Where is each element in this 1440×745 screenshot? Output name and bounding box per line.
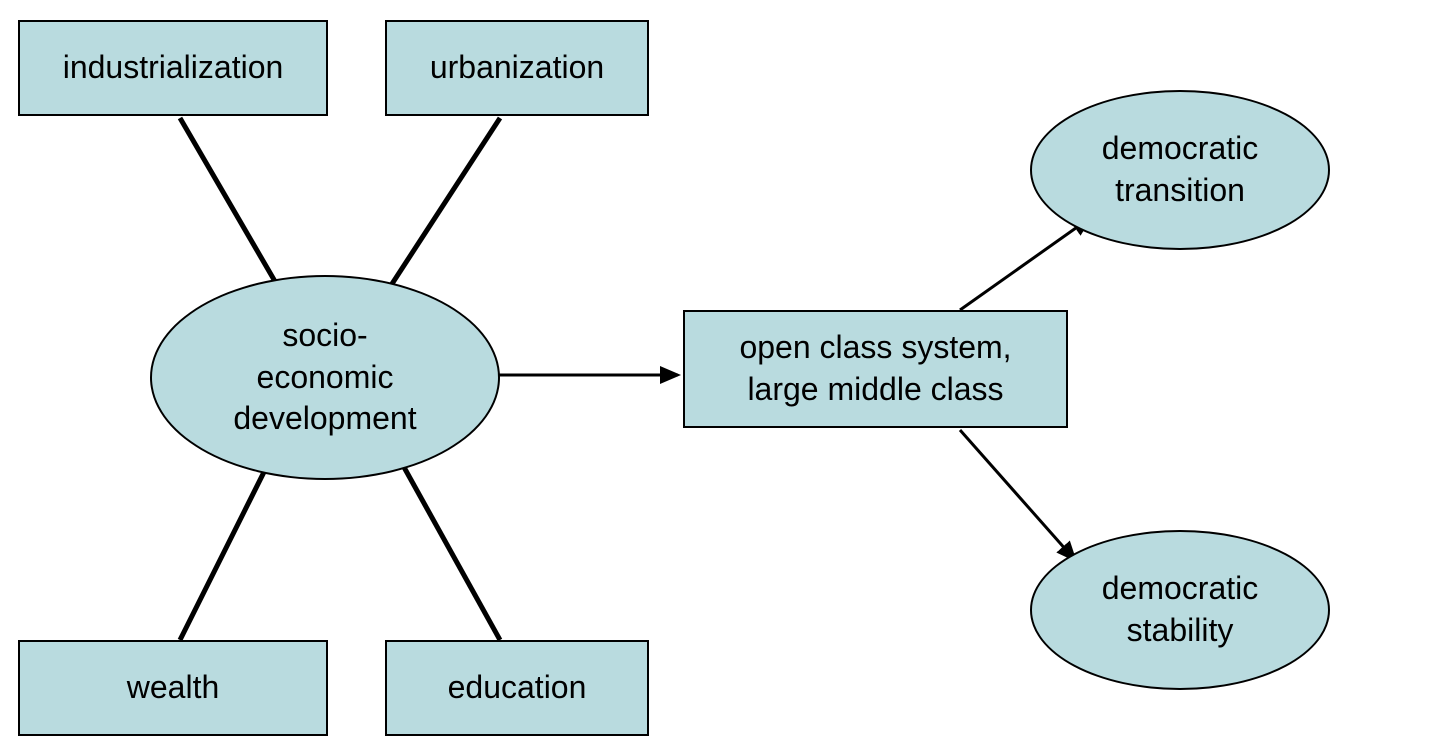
node-dem_transition: democratictransition [1030,90,1330,250]
edge-open_class-dem_stability [960,430,1075,560]
node-label-open_class: open class system,large middle class [739,327,1011,410]
node-urbanization: urbanization [385,20,649,116]
edge-education-socio_econ [400,460,500,640]
node-wealth: wealth [18,640,328,736]
edge-urbanization-socio_econ [388,118,500,290]
node-label-socio_econ: socio-economicdevelopment [233,315,416,440]
edge-industrialization-socio_econ [180,118,280,290]
edge-wealth-socio_econ [180,460,270,640]
node-label-industrialization: industrialization [63,47,284,89]
node-label-dem_stability: democraticstability [1102,568,1259,651]
node-dem_stability: democraticstability [1030,530,1330,690]
node-open_class: open class system,large middle class [683,310,1068,428]
node-industrialization: industrialization [18,20,328,116]
edge-open_class-dem_transition [960,218,1090,310]
node-education: education [385,640,649,736]
node-socio_econ: socio-economicdevelopment [150,275,500,480]
node-label-urbanization: urbanization [430,47,604,89]
node-label-wealth: wealth [127,667,220,709]
node-label-education: education [448,667,587,709]
node-label-dem_transition: democratictransition [1102,128,1259,211]
